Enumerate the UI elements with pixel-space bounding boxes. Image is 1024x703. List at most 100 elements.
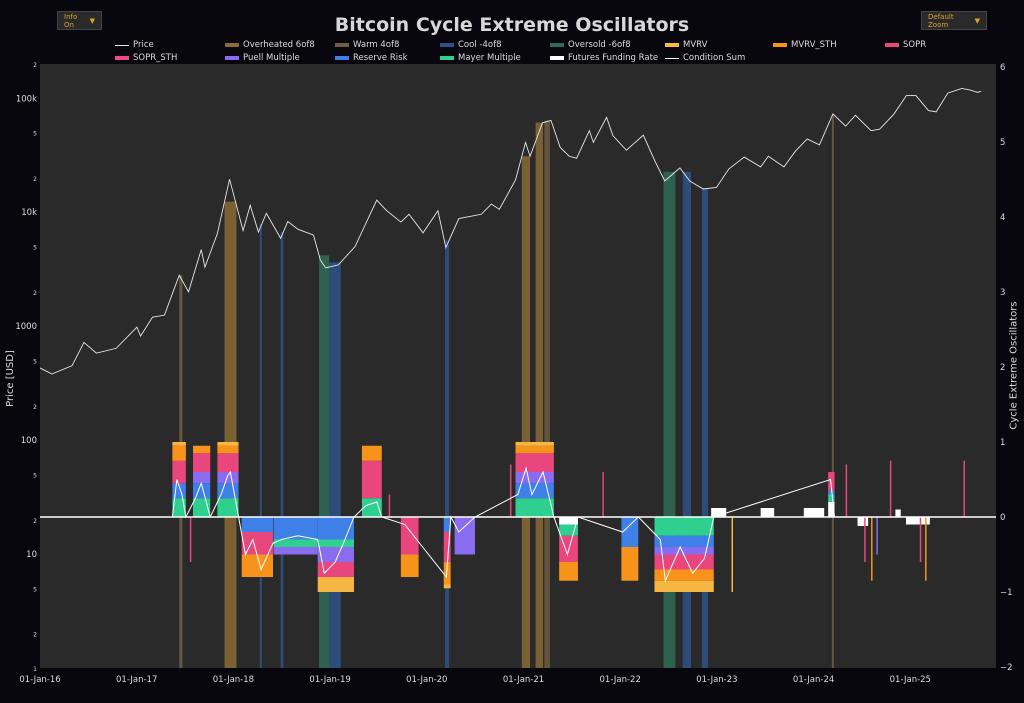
plot-area bbox=[40, 64, 996, 668]
oscillator-bar-puell bbox=[454, 517, 475, 555]
oscillator-spike-mvrv_sth bbox=[871, 517, 873, 581]
regime-band-oversold bbox=[663, 171, 676, 669]
legend-item-sopr[interactable]: SOPR bbox=[885, 40, 926, 50]
triangle-down-icon: ▼ bbox=[974, 16, 980, 25]
legend-label: Reserve Risk bbox=[353, 53, 408, 63]
legend-item-reserve[interactable]: Reserve Risk bbox=[335, 53, 408, 63]
oscillator-bar-puell bbox=[273, 547, 318, 555]
oscillator-bar-futures bbox=[895, 509, 901, 517]
oscillator-spike-sopr bbox=[889, 460, 892, 517]
legend-label: Oversold -6of8 bbox=[568, 40, 631, 50]
oscillator-bar-mvrv_sth bbox=[559, 562, 578, 581]
legend-swatch bbox=[440, 56, 454, 60]
x-tick-label: 01-Jan-17 bbox=[116, 675, 157, 685]
chart-title: Bitcoin Cycle Extreme Oscillators bbox=[334, 14, 690, 36]
oscillator-bar-mayer bbox=[273, 539, 318, 547]
y-tick-label: 5 bbox=[33, 586, 37, 593]
oscillator-bar-sopr bbox=[172, 460, 186, 484]
legend-label: MVRV bbox=[683, 40, 708, 50]
oscillator-bar-reserve bbox=[241, 517, 273, 532]
regime-band-overheated bbox=[224, 201, 237, 668]
legend-item-futures[interactable]: Futures Funding Rate bbox=[550, 53, 658, 63]
regime-band-cool bbox=[701, 188, 708, 668]
y2-tick-label: 4 bbox=[1000, 213, 1005, 223]
zoom-button-label: Default Zoom bbox=[928, 12, 954, 29]
legend-label: Puell Multiple bbox=[243, 53, 300, 63]
legend-item-overheated[interactable]: Overheated 6of8 bbox=[225, 40, 315, 50]
legend-item-warm[interactable]: Warm 4of8 bbox=[335, 40, 399, 50]
info-button-label: Info On bbox=[64, 12, 78, 29]
legend-item-puell[interactable]: Puell Multiple bbox=[225, 53, 300, 63]
y-tick-label: 5 bbox=[33, 245, 37, 252]
legend-label: Price bbox=[133, 40, 154, 50]
x-tick-label: 01-Jan-23 bbox=[696, 675, 737, 685]
legend-swatch bbox=[115, 56, 129, 60]
legend-item-mvrv_sth[interactable]: MVRV_STH bbox=[773, 40, 837, 50]
legend-label: Warm 4of8 bbox=[353, 40, 400, 50]
oscillator-bar-sopr bbox=[515, 453, 554, 472]
regime-band-cool bbox=[280, 232, 284, 669]
oscillator-bar-mvrv_sth bbox=[515, 445, 554, 454]
y-tick-label: 2 bbox=[33, 62, 37, 69]
oscillator-bar-mvrv bbox=[172, 442, 186, 446]
x-tick-label: 01-Jan-18 bbox=[213, 675, 254, 685]
legend-swatch bbox=[440, 43, 454, 47]
legend-item-condition_sum[interactable]: Condition Sum bbox=[665, 53, 745, 63]
legend-swatch bbox=[665, 43, 679, 47]
oscillator-bar-mayer bbox=[172, 498, 186, 517]
y-tick-label: 2 bbox=[33, 404, 37, 411]
oscillator-bar-futures bbox=[559, 517, 578, 525]
oscillator-bar-mvrv bbox=[443, 584, 451, 589]
legend-item-sopr_sth[interactable]: SOPR_STH bbox=[115, 53, 177, 63]
regime-band-cool bbox=[682, 171, 692, 668]
legend-label: Futures Funding Rate bbox=[568, 53, 659, 63]
y2-tick-label: −2 bbox=[1000, 663, 1013, 673]
y-tick-label: 100k bbox=[16, 94, 37, 104]
oscillator-bar-mvrv_sth bbox=[217, 445, 239, 454]
y2-tick-label: 3 bbox=[1000, 288, 1005, 298]
oscillator-bar-sopr bbox=[828, 472, 835, 491]
y2-axis-label: Cycle Extreme Oscillators bbox=[1008, 301, 1020, 430]
legend-item-price[interactable]: Price bbox=[115, 40, 154, 50]
regime-band-oversold bbox=[319, 255, 330, 669]
oscillator-spike-sopr bbox=[963, 460, 965, 517]
legend-swatch bbox=[550, 43, 564, 47]
oscillator-bar-reserve bbox=[317, 517, 354, 540]
legend-item-mvrv[interactable]: MVRV bbox=[665, 40, 707, 50]
oscillator-bar-mvrv_sth bbox=[361, 445, 382, 461]
zoom-select-button[interactable]: Default Zoom ▼ bbox=[921, 11, 987, 30]
oscillator-spike-mvrv bbox=[731, 517, 734, 592]
oscillator-bar-mayer bbox=[217, 498, 239, 517]
regime-band-cool bbox=[259, 223, 262, 668]
legend-swatch bbox=[335, 43, 349, 47]
legend-item-oversold[interactable]: Oversold -6of8 bbox=[550, 40, 631, 50]
legend-swatch bbox=[773, 43, 787, 47]
legend-item-mayer[interactable]: Mayer Multiple bbox=[440, 53, 521, 63]
oscillator-bar-sopr bbox=[193, 453, 211, 472]
oscillator-bar-sopr bbox=[317, 562, 354, 577]
triangle-down-icon: ▼ bbox=[89, 16, 95, 25]
oscillator-bar-mayer bbox=[654, 517, 714, 536]
legend-label: Condition Sum bbox=[683, 53, 746, 63]
y-tick-label: 10 bbox=[26, 550, 37, 560]
oscillator-bar-mvrv_sth bbox=[241, 554, 273, 577]
oscillator-bar-reserve bbox=[621, 517, 639, 547]
y2-tick-label: 6 bbox=[1000, 63, 1005, 73]
legend-swatch bbox=[225, 56, 239, 60]
oscillator-bar-mvrv bbox=[217, 442, 239, 446]
oscillator-bar-futures bbox=[760, 508, 775, 517]
y2-tick-label: 2 bbox=[1000, 363, 1005, 373]
regime-band-warm bbox=[831, 114, 834, 668]
x-tick-label: 01-Jan-25 bbox=[890, 675, 931, 685]
oscillator-bar-mayer bbox=[828, 494, 835, 502]
info-toggle-button[interactable]: Info On ▼ bbox=[57, 11, 102, 30]
oscillator-spike-sopr bbox=[919, 517, 922, 562]
regime-band-overheated bbox=[535, 122, 544, 668]
oscillator-bar-futures bbox=[905, 517, 930, 525]
y-tick-label: 2 bbox=[33, 518, 37, 525]
oscillator-spike-sopr bbox=[845, 464, 848, 517]
legend-item-cool[interactable]: Cool -4of8 bbox=[440, 40, 501, 50]
y-axis-label: Price [USD] bbox=[4, 350, 16, 407]
x-tick-label: 01-Jan-20 bbox=[406, 675, 447, 685]
